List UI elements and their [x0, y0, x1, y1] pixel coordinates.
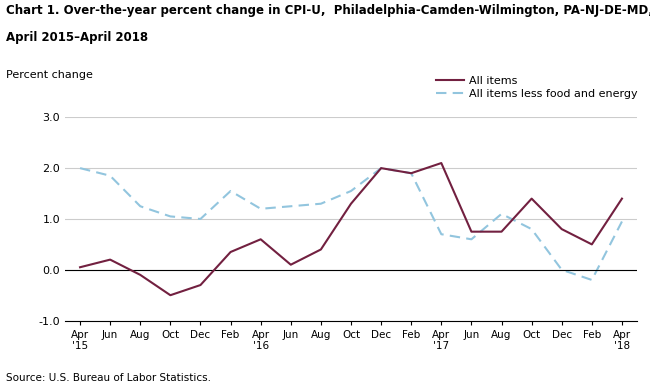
Text: April 2015–April 2018: April 2015–April 2018: [6, 31, 149, 44]
All items: [347, 201, 355, 206]
All items: [498, 229, 506, 234]
All items less food and energy: [588, 278, 596, 282]
All items: [377, 166, 385, 170]
All items less food and energy: [136, 204, 144, 209]
All items less food and energy: [467, 237, 475, 242]
All items less food and energy: [317, 201, 325, 206]
All items: [467, 229, 475, 234]
All items: [106, 257, 114, 262]
All items: [558, 227, 566, 231]
All items less food and energy: [347, 188, 355, 193]
All items less food and energy: [257, 206, 265, 211]
Text: Percent change: Percent change: [6, 70, 94, 81]
All items less food and energy: [408, 171, 415, 176]
All items less food and energy: [166, 214, 174, 219]
Text: Source: U.S. Bureau of Labor Statistics.: Source: U.S. Bureau of Labor Statistics.: [6, 373, 211, 383]
All items less food and energy: [558, 267, 566, 272]
All items: [618, 196, 626, 201]
Line: All items less food and energy: All items less food and energy: [80, 168, 622, 280]
All items less food and energy: [287, 204, 294, 209]
All items less food and energy: [196, 217, 204, 221]
All items: [76, 265, 84, 270]
All items: [317, 247, 325, 252]
Text: Chart 1. Over-the-year percent change in CPI-U,  Philadelphia-Camden-Wilmington,: Chart 1. Over-the-year percent change in…: [6, 4, 650, 17]
All items: [227, 250, 235, 255]
All items less food and energy: [618, 219, 626, 224]
All items: [528, 196, 536, 201]
Line: All items: All items: [80, 163, 622, 295]
All items less food and energy: [377, 166, 385, 170]
Legend: All items, All items less food and energy: All items, All items less food and energ…: [436, 76, 638, 99]
All items: [136, 273, 144, 277]
All items: [287, 262, 294, 267]
All items: [588, 242, 596, 247]
All items: [257, 237, 265, 242]
All items less food and energy: [106, 174, 114, 178]
All items: [437, 161, 445, 165]
All items less food and energy: [76, 166, 84, 170]
All items less food and energy: [498, 212, 506, 216]
All items less food and energy: [227, 188, 235, 193]
All items: [166, 293, 174, 298]
All items less food and energy: [528, 227, 536, 231]
All items less food and energy: [437, 232, 445, 237]
All items: [408, 171, 415, 176]
All items: [196, 283, 204, 287]
